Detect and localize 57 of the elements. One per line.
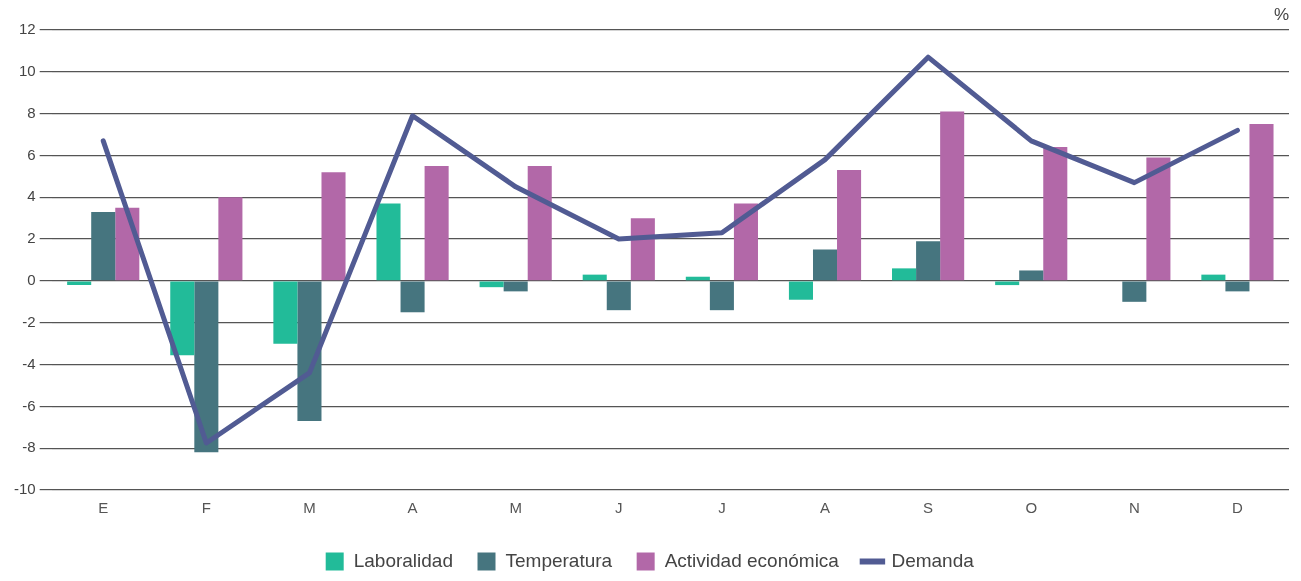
legend-label: Actividad económica [664, 549, 840, 571]
bar [273, 281, 298, 344]
bar [503, 281, 528, 292]
bar [606, 281, 631, 311]
bar [1122, 281, 1147, 302]
bar [91, 211, 116, 281]
x-tick-label: M [509, 499, 522, 517]
bar [1249, 124, 1274, 281]
x-tick-label: N [1128, 499, 1140, 517]
legend-label: Laboralidad [353, 549, 454, 571]
bar [837, 170, 862, 281]
y-tick-label: -10 [13, 480, 36, 498]
legend-label: Temperatura [505, 549, 613, 571]
x-tick-label: O [1025, 499, 1038, 517]
bar [916, 241, 941, 281]
y-tick-label: 10 [18, 61, 36, 79]
x-tick-label: J [615, 499, 623, 517]
bar [1146, 157, 1171, 281]
x-tick-label: D [1232, 499, 1244, 517]
bar [194, 281, 219, 453]
text: % [1273, 5, 1289, 25]
bar [297, 281, 322, 421]
y-tick-label: -4 [22, 354, 36, 372]
bar [170, 281, 195, 356]
bar [218, 197, 243, 281]
bar [376, 203, 401, 281]
bar [1043, 147, 1068, 281]
y-tick-label: 6 [27, 145, 36, 163]
bar [630, 218, 655, 281]
bar [709, 281, 734, 311]
x-tick-label: M [303, 499, 316, 517]
bar [527, 165, 552, 281]
bar [733, 203, 758, 281]
bar [788, 281, 813, 300]
legend-label: Demanda [891, 549, 975, 571]
x-tick-label: A [407, 499, 418, 517]
y-tick-label: 8 [27, 103, 36, 121]
bar [321, 172, 346, 281]
x-tick-label: S [923, 499, 934, 517]
x-tick-label: A [820, 499, 831, 517]
y-tick-label: 2 [27, 229, 36, 247]
bar [1225, 281, 1250, 292]
bar [400, 281, 425, 313]
bar [812, 249, 838, 281]
y-tick-label: -2 [22, 312, 36, 330]
y-tick-label: -8 [22, 438, 36, 456]
bar [892, 268, 917, 281]
x-tick-label: E [98, 499, 109, 517]
bar [1019, 270, 1044, 281]
y-tick-label: 4 [27, 187, 36, 205]
y-tick-label: 12 [18, 20, 36, 38]
x-tick-label: J [718, 499, 726, 517]
y-tick-label: -6 [22, 396, 36, 414]
y-tick-label: 0 [27, 271, 36, 289]
bar [940, 111, 965, 281]
bar [424, 165, 449, 281]
x-tick-label: F [201, 499, 211, 517]
